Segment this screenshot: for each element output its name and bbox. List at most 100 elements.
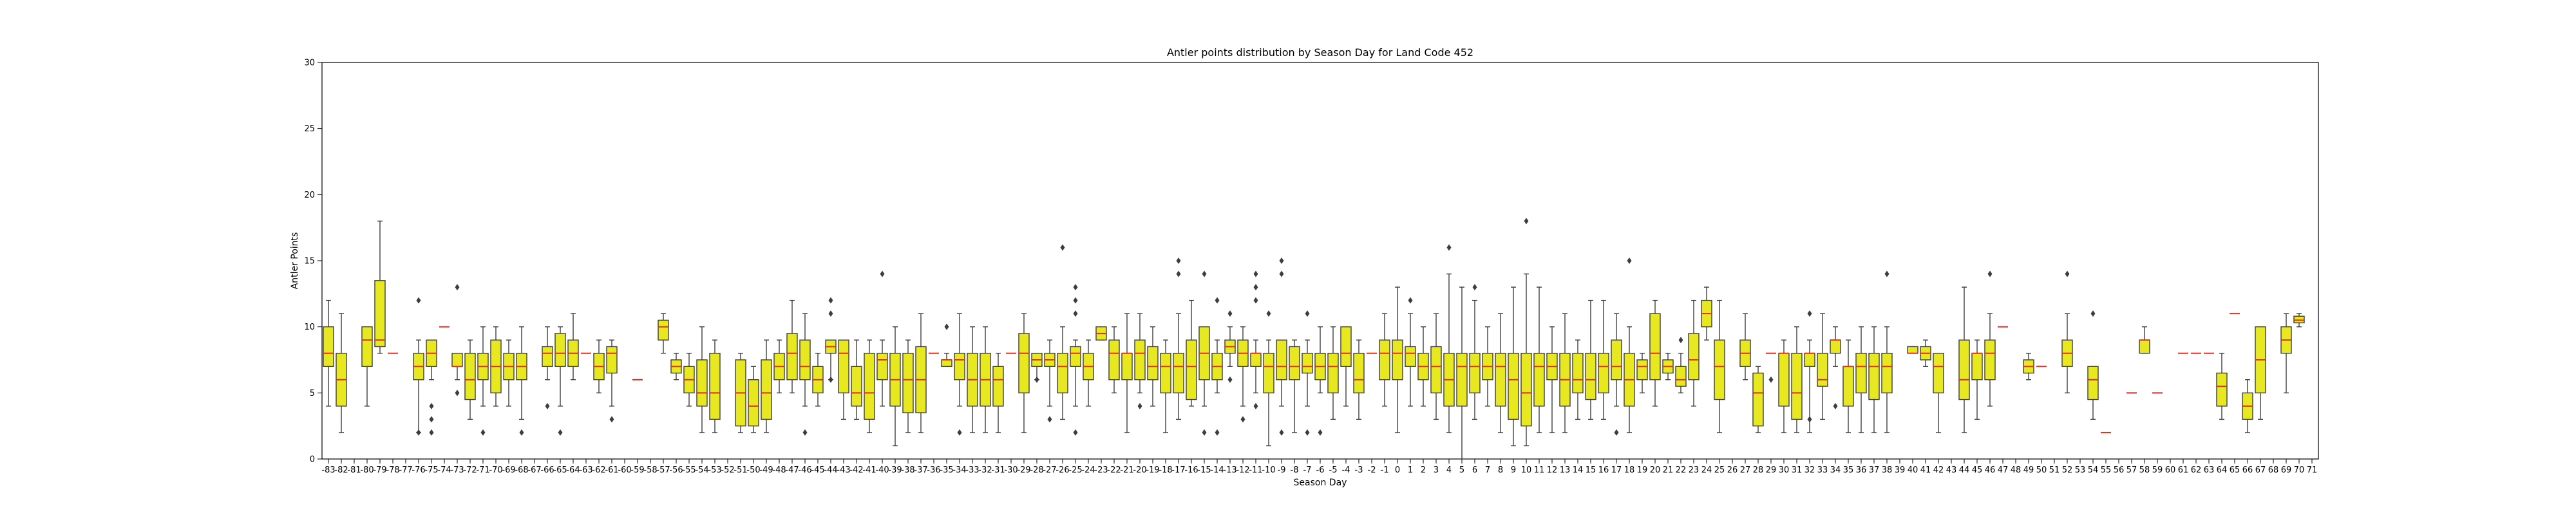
x-tick-label: -35 — [940, 465, 953, 475]
x-tick-label: 0 — [1395, 465, 1400, 475]
x-tick-label: 17 — [1611, 465, 1622, 475]
box — [2087, 366, 2099, 400]
box — [1842, 366, 1854, 407]
outlier-point — [1472, 284, 1477, 291]
x-tick-label: 47 — [1998, 465, 2009, 475]
x-tick-label: -25 — [1068, 465, 1082, 475]
outlier-point — [480, 429, 486, 436]
x-tick-label: -31 — [991, 465, 1005, 475]
outlier-point — [2090, 310, 2096, 317]
outlier-point — [1202, 429, 1207, 436]
x-tick-label: -51 — [734, 465, 747, 475]
outlier-point — [1253, 284, 1258, 291]
x-tick-label: 48 — [2011, 465, 2022, 475]
box — [606, 346, 618, 374]
x-tick-label: -23 — [1094, 465, 1108, 475]
x-tick-label: 25 — [1714, 465, 1725, 475]
x-tick-label: -83 — [321, 465, 335, 475]
box — [1379, 339, 1390, 380]
box — [1649, 313, 1661, 380]
x-tick-label: -67 — [527, 465, 541, 475]
outlier-point — [2065, 270, 2070, 277]
x-tick-label: -47 — [785, 465, 799, 475]
x-tick-label: 36 — [1856, 465, 1867, 475]
outlier-point — [1253, 270, 1258, 277]
box — [1263, 353, 1274, 394]
x-tick-label: 32 — [1804, 465, 1815, 475]
box — [761, 359, 772, 420]
box — [1134, 339, 1146, 380]
x-tick-label: -24 — [1081, 465, 1095, 475]
outlier-point — [1318, 429, 1323, 436]
x-tick-label: 23 — [1689, 465, 1700, 475]
x-tick-label: -65 — [553, 465, 567, 475]
x-tick-label: -82 — [334, 465, 348, 475]
outlier-point — [1253, 402, 1258, 409]
x-tick-label: 68 — [2268, 465, 2279, 475]
box — [1881, 353, 1893, 394]
x-tick-label: 20 — [1650, 465, 1661, 475]
x-tick-label: -4 — [1342, 465, 1350, 475]
x-tick-label: -7 — [1303, 465, 1312, 475]
x-tick-label: 46 — [1985, 465, 1996, 475]
x-tick-label: 4 — [1446, 465, 1452, 475]
x-tick-label: -49 — [759, 465, 773, 475]
box — [1817, 353, 1828, 387]
x-tick-label: 62 — [2191, 465, 2202, 475]
box — [1108, 339, 1120, 380]
x-tick-label: 14 — [1573, 465, 1584, 475]
x-tick-label: 54 — [2088, 465, 2099, 475]
x-tick-label: 42 — [1933, 465, 1944, 475]
box — [696, 359, 708, 407]
x-tick-label: 44 — [1959, 465, 1970, 475]
x-tick-label: -20 — [1133, 465, 1146, 475]
x-tick-label: 12 — [1547, 465, 1558, 475]
x-tick-label: -1 — [1381, 465, 1389, 475]
outlier-point — [1073, 297, 1078, 304]
x-tick-label: 37 — [1869, 465, 1880, 475]
box — [1984, 339, 1996, 380]
plot-area: 051015202530-83-82-81-80-79-78-77-76-75-… — [304, 59, 2319, 475]
x-tick-label: -37 — [914, 465, 927, 475]
box — [1160, 353, 1171, 394]
x-tick-label: 57 — [2126, 465, 2137, 475]
x-tick-label: 61 — [2178, 465, 2189, 475]
outlier-point — [1524, 218, 1529, 225]
box — [1302, 353, 1313, 374]
outlier-point — [416, 429, 421, 436]
x-tick-label: -79 — [373, 465, 386, 475]
x-tick-label: 15 — [1586, 465, 1596, 475]
box — [2139, 339, 2150, 354]
box — [2216, 372, 2228, 407]
x-tick-label: 13 — [1560, 465, 1571, 475]
x-tick-label: -60 — [618, 465, 631, 475]
outlier-point — [802, 429, 808, 436]
x-tick-label: -46 — [798, 465, 811, 475]
box — [1958, 339, 1970, 400]
x-tick-label: 21 — [1663, 465, 1674, 475]
x-tick-label: -29 — [1017, 465, 1030, 475]
box — [992, 366, 1004, 407]
outlier-point — [1807, 416, 1812, 423]
x-tick-label: -78 — [386, 465, 399, 475]
x-tick-label: 71 — [2307, 465, 2318, 475]
x-tick-label: 8 — [1498, 465, 1503, 475]
box — [361, 326, 373, 367]
box — [1173, 353, 1184, 394]
x-tick-label: -53 — [708, 465, 721, 475]
x-tick-label: -59 — [630, 465, 644, 475]
x-tick-label: 38 — [1882, 465, 1893, 475]
x-tick-label: -26 — [1056, 465, 1069, 475]
x-tick-label: 30 — [1779, 465, 1790, 475]
y-tick-label: 0 — [310, 455, 315, 465]
box — [1907, 346, 1918, 354]
x-tick-label: -41 — [862, 465, 876, 475]
box — [786, 333, 798, 380]
box — [876, 353, 888, 380]
x-tick-label: 56 — [2114, 465, 2125, 475]
outlier-point — [545, 402, 550, 409]
box — [954, 353, 965, 380]
outlier-point — [429, 402, 434, 409]
x-axis-title: Season Day — [1294, 478, 1347, 488]
